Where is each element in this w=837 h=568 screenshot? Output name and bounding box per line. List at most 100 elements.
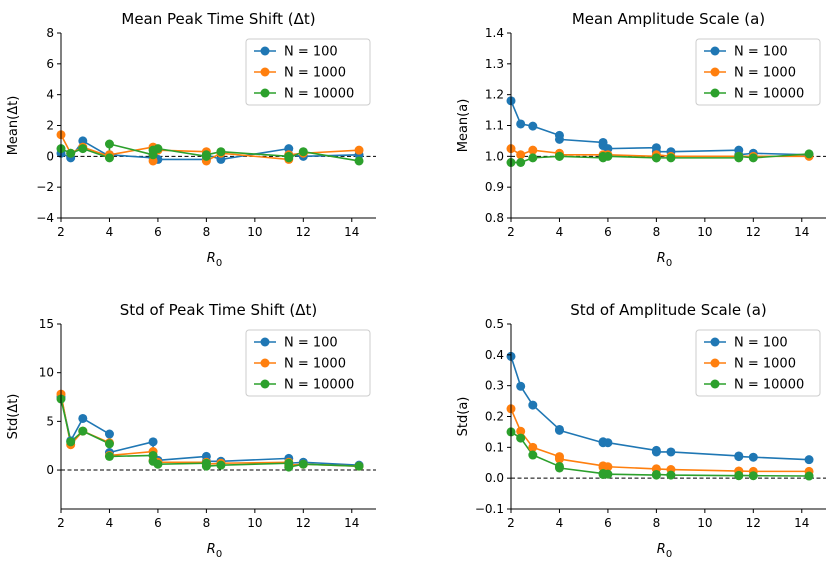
legend-label-1: N = 100 bbox=[284, 336, 338, 351]
data-point: N = 10000: (2.4, 0.98) bbox=[516, 158, 526, 167]
x-tick-label: 10 bbox=[697, 516, 712, 530]
x-tick-label: 4 bbox=[106, 225, 114, 239]
y-axis-label: Mean(Δt) bbox=[6, 96, 21, 156]
data-point: N = 10000: (14.3, 0.007) bbox=[804, 471, 814, 481]
data-point: N = 100: (2.9, 1) bbox=[78, 136, 88, 146]
legend-frame bbox=[245, 38, 371, 106]
y-axis-label: Std(a) bbox=[456, 397, 471, 437]
chart-title: Mean Amplitude Scale (a) bbox=[572, 10, 765, 28]
data-point: N = 100: (4, 0.155) bbox=[554, 425, 564, 435]
y-tick-label: 0.5 bbox=[485, 317, 504, 331]
x-axis-label-subscript: 0 bbox=[216, 258, 222, 269]
x-tick-label: 4 bbox=[106, 516, 114, 530]
x-tick-label: 6 bbox=[154, 516, 162, 530]
legend: N = 100 N = 1000 N = 10000 bbox=[695, 38, 821, 106]
chart-panel-1: Mean Peak Time Shift (Δt)N = 100: (2, 0.… bbox=[6, 10, 376, 269]
y-tick-label: 5 bbox=[46, 414, 54, 428]
series-line-2 bbox=[510, 408, 810, 473]
x-axis-label: R0 bbox=[207, 542, 222, 560]
data-point: N = 100: (2.4, 0.298) bbox=[516, 381, 526, 391]
data-point: N = 100: (12, 0.068) bbox=[748, 452, 758, 462]
data-point: N = 100: (2.4, 1.105) bbox=[516, 119, 526, 129]
y-tick-label: 0 bbox=[46, 149, 54, 163]
y-tick-label: 8 bbox=[46, 26, 54, 40]
data-point: N = 100: (8, 0.085) bbox=[651, 447, 661, 457]
data-point: N = 10000: (6, 0.5) bbox=[153, 144, 163, 154]
data-point: N = 10000: (8, 0.1) bbox=[201, 150, 211, 160]
data-point: N = 10000: (2.9, 0.075) bbox=[528, 450, 538, 460]
legend-label-3: N = 10000 bbox=[734, 87, 804, 102]
y-tick-label: 0.2 bbox=[485, 410, 504, 424]
x-tick-label: 14 bbox=[344, 225, 359, 239]
y-tick-label: 1.3 bbox=[485, 57, 504, 71]
legend-marker-1 bbox=[710, 46, 720, 56]
data-point: N = 10000: (11.4, -0.1) bbox=[284, 153, 294, 163]
data-point: N = 100: (14.3, 0.06) bbox=[804, 455, 814, 465]
legend-label-3: N = 10000 bbox=[284, 87, 354, 102]
y-tick-label: 0 bbox=[46, 463, 54, 477]
legend-label-2: N = 1000 bbox=[734, 357, 796, 372]
x-tick-label: 12 bbox=[746, 516, 761, 530]
data-point: N = 10000: (8, 0.4) bbox=[201, 461, 211, 471]
data-point: N = 10000: (14.3, 0.4) bbox=[354, 461, 364, 471]
x-axis-label: R0 bbox=[207, 251, 222, 269]
legend-marker-3 bbox=[710, 379, 720, 389]
data-point: N = 100: (6, 1.025) bbox=[603, 144, 613, 154]
data-point: N = 10000: (4, 0.033) bbox=[554, 463, 564, 473]
data-point: N = 10000: (6, 1) bbox=[603, 151, 613, 161]
data-point: N = 100: (11.4, 0.07) bbox=[734, 452, 744, 462]
y-tick-label: 0.9 bbox=[485, 180, 504, 194]
legend-frame bbox=[695, 38, 821, 106]
x-axis-label: R0 bbox=[657, 542, 672, 560]
legend-label-1: N = 100 bbox=[284, 45, 338, 60]
data-point: N = 10000: (4, 2.7) bbox=[104, 439, 114, 449]
x-tick-label: 10 bbox=[697, 225, 712, 239]
legend-marker-2 bbox=[710, 358, 720, 368]
x-axis-label-main: R bbox=[657, 251, 666, 266]
y-tick-label: 0.3 bbox=[485, 379, 504, 393]
data-point: N = 10000: (2.9, 4) bbox=[78, 426, 88, 436]
data-point: N = 100: (4, 1.055) bbox=[554, 134, 564, 144]
legend-marker-2 bbox=[260, 67, 270, 77]
x-axis-label-main: R bbox=[657, 542, 666, 557]
y-tick-label: 0.1 bbox=[485, 440, 504, 454]
data-point: N = 100: (8.6, 0.085) bbox=[666, 447, 676, 457]
data-point: N = 100: (6, 0.115) bbox=[603, 438, 613, 448]
x-axis-label-subscript: 0 bbox=[216, 549, 222, 560]
legend-label-2: N = 1000 bbox=[284, 66, 346, 81]
data-point: N = 1000: (4, 0.062) bbox=[554, 454, 564, 464]
data-point: N = 1000: (2.9, 1.02) bbox=[528, 145, 538, 155]
data-point: N = 1000: (14.3, 0.4) bbox=[354, 145, 364, 155]
data-point: N = 10000: (2.4, 0.13) bbox=[516, 433, 526, 443]
x-tick-label: 2 bbox=[507, 516, 515, 530]
x-tick-label: 12 bbox=[296, 516, 311, 530]
legend-marker-2 bbox=[710, 67, 720, 77]
y-axis-label: Std(Δt) bbox=[6, 394, 21, 440]
x-axis-label: R0 bbox=[657, 251, 672, 269]
legend-label-3: N = 10000 bbox=[284, 378, 354, 393]
legend: N = 100 N = 1000 N = 10000 bbox=[695, 329, 821, 397]
legend-marker-1 bbox=[260, 337, 270, 347]
legend-marker-3 bbox=[260, 88, 270, 98]
data-point: N = 100: (2.9, 0.237) bbox=[528, 400, 538, 410]
y-tick-label: 1.2 bbox=[485, 88, 504, 102]
data-point: N = 10000: (8, 0.995) bbox=[651, 153, 661, 163]
x-tick-label: 4 bbox=[556, 225, 564, 239]
y-tick-label: −4 bbox=[36, 211, 54, 225]
x-tick-label: 8 bbox=[203, 225, 211, 239]
y-tick-label: −2 bbox=[36, 180, 54, 194]
data-point: N = 10000: (2.4, 2.9) bbox=[66, 437, 76, 447]
chart-panel-2: Mean Amplitude Scale (a)N = 100: (2, 1.1… bbox=[456, 10, 826, 269]
data-point: N = 100: (11.4, 0.5) bbox=[284, 144, 294, 154]
legend-marker-1 bbox=[710, 337, 720, 347]
chart-title: Mean Peak Time Shift (Δt) bbox=[121, 10, 315, 28]
y-tick-label: 4 bbox=[46, 88, 54, 102]
x-tick-label: 8 bbox=[653, 225, 661, 239]
y-tick-label: 1.1 bbox=[485, 119, 504, 133]
x-tick-label: 4 bbox=[556, 516, 564, 530]
data-point: N = 10000: (12, 0.995) bbox=[748, 153, 758, 163]
data-point: N = 10000: (8.6, 0.5) bbox=[216, 460, 226, 470]
x-tick-label: 8 bbox=[653, 516, 661, 530]
data-point: N = 10000: (12, 0.6) bbox=[298, 459, 308, 469]
